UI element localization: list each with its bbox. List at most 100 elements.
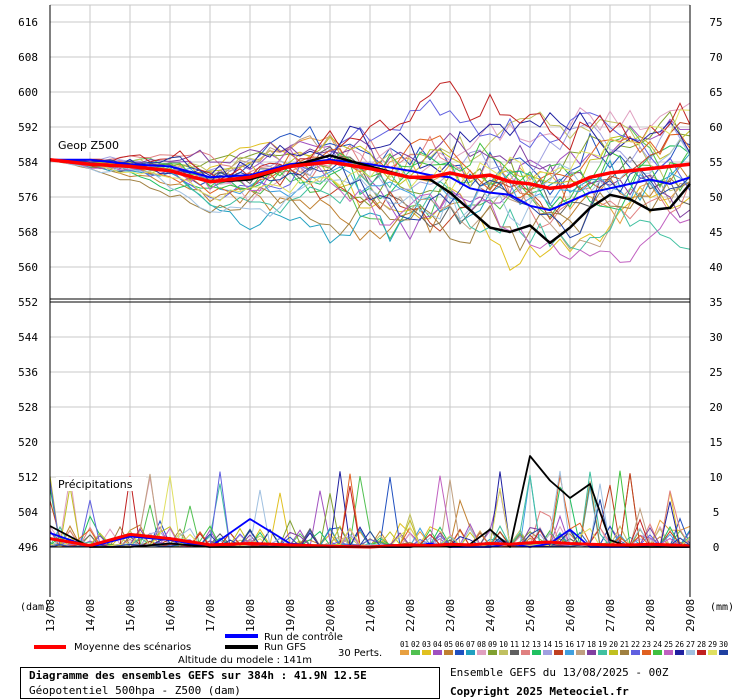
pert-legend-swatch bbox=[686, 650, 695, 655]
x-tick-label: 17/08 bbox=[204, 599, 217, 632]
x-tick-label: 24/08 bbox=[484, 599, 497, 632]
ensemble-info: Ensemble GEFS du 13/08/2025 - 00Z bbox=[450, 666, 669, 679]
pert-legend-id: 25 bbox=[664, 640, 673, 649]
x-tick-label: 23/08 bbox=[444, 599, 457, 632]
pert-legend-id: 26 bbox=[675, 640, 685, 649]
x-tick-label: 25/08 bbox=[524, 599, 537, 632]
x-axis-ticks: 13/08 14/08 15/08 16/08 17/08 18/08 19/08 20/08… bbox=[44, 599, 697, 632]
pert-legend-swatch bbox=[576, 650, 585, 655]
chart-title: Diagramme des ensembles GEFS sur 384h : … bbox=[29, 669, 367, 682]
altitude-label: Altitude du modele : 141m bbox=[178, 655, 312, 666]
series-z500-line bbox=[49, 158, 691, 191]
series-precip-line bbox=[49, 532, 691, 549]
perturbation-z500-line bbox=[49, 137, 691, 227]
right-tick-label: 40 bbox=[709, 261, 722, 274]
right-tick-label: 70 bbox=[709, 51, 722, 64]
left-tick-label: 576 bbox=[18, 191, 38, 204]
geop-label-bg bbox=[56, 138, 118, 152]
left-tick-label: 560 bbox=[18, 261, 38, 274]
left-tick-label: 528 bbox=[18, 401, 38, 414]
pert-legend-id: 27 bbox=[686, 640, 695, 649]
left-tick-label: 568 bbox=[18, 226, 38, 239]
pert-legend-swatch bbox=[598, 650, 607, 655]
right-tick-label: 60 bbox=[709, 121, 722, 134]
pert-legend-id: 10 bbox=[499, 640, 509, 649]
perturbation-z500-line bbox=[49, 145, 691, 211]
pert-legend-id: 06 bbox=[455, 640, 465, 649]
right-tick-label: 55 bbox=[709, 156, 722, 169]
pert-legend-swatch bbox=[697, 650, 706, 655]
left-tick-label: 608 bbox=[18, 51, 38, 64]
pert-legend-id: 22 bbox=[631, 640, 640, 649]
left-tick-label: 536 bbox=[18, 366, 38, 379]
pert-legend-swatch bbox=[422, 650, 431, 655]
perturbation-z500-line bbox=[49, 159, 691, 241]
legend-gfs-label: Run GFS bbox=[264, 642, 306, 653]
pert-legend-swatch bbox=[499, 650, 508, 655]
pert-legend-swatch bbox=[521, 650, 530, 655]
pert-legend-id: 21 bbox=[620, 640, 629, 649]
x-tick-label: 22/08 bbox=[404, 599, 417, 632]
right-tick-label: 75 bbox=[709, 16, 722, 29]
x-tick-label: 27/08 bbox=[604, 599, 617, 632]
pert-legend-id: 02 bbox=[411, 640, 420, 649]
pert-legend-id: 03 bbox=[422, 640, 431, 649]
chart-subtitle: Géopotentiel 500hpa - Z500 (dam) bbox=[29, 684, 241, 697]
pert-legend-swatch bbox=[653, 650, 662, 655]
left-tick-label: 600 bbox=[18, 86, 38, 99]
pert-legend-id: 14 bbox=[543, 640, 553, 649]
pert-legend-swatch bbox=[455, 650, 464, 655]
pert-legend-id: 15 bbox=[554, 640, 563, 649]
left-axis-ticks: 616 608 600 592 584 576 568 560 552 544 536 528 520 5… bbox=[18, 16, 38, 554]
left-tick-label: 544 bbox=[18, 331, 38, 344]
pert-legend-id: 01 bbox=[400, 640, 409, 649]
pert-legend-id: 04 bbox=[433, 640, 443, 649]
perturbation-z500-line bbox=[49, 81, 691, 180]
right-tick-label: 10 bbox=[709, 471, 722, 484]
x-tick-label: 21/08 bbox=[364, 599, 377, 632]
precip-label: Précipitations bbox=[58, 478, 133, 491]
x-tick-label: 16/08 bbox=[164, 599, 177, 632]
pert-legend-swatch bbox=[466, 650, 475, 655]
right-unit: (mm) bbox=[710, 602, 734, 613]
copyright: Copyright 2025 Meteociel.fr bbox=[450, 685, 629, 698]
pert-legend-swatch bbox=[664, 650, 673, 655]
legend-control-label: Run de contrôle bbox=[264, 631, 343, 643]
pert-legend-id: 12 bbox=[521, 640, 530, 649]
right-tick-label: 30 bbox=[709, 331, 722, 344]
right-tick-label: 25 bbox=[709, 366, 722, 379]
perturbation-z500-line bbox=[49, 111, 691, 180]
right-tick-label: 15 bbox=[709, 436, 722, 449]
right-tick-label: 20 bbox=[709, 401, 722, 414]
pert-legend-id: 17 bbox=[576, 640, 585, 649]
right-tick-label: 65 bbox=[709, 86, 722, 99]
pert-legend-id: 07 bbox=[466, 640, 475, 649]
left-tick-label: 512 bbox=[18, 471, 38, 484]
geop-label: Geop Z500 bbox=[58, 139, 119, 152]
legend-mean-label: Moyenne des scénarios bbox=[74, 641, 191, 653]
x-tick-label: 29/08 bbox=[684, 599, 697, 632]
pert-legend-swatch bbox=[675, 650, 684, 655]
perturbation-z500-line bbox=[49, 109, 691, 202]
perturbation-z500-line bbox=[49, 156, 691, 239]
pert-legend-swatch bbox=[510, 650, 519, 655]
x-tick-label: 14/08 bbox=[84, 599, 97, 632]
pert-legend-swatch bbox=[543, 650, 552, 655]
pert-legend-swatch bbox=[444, 650, 453, 655]
pert-legend-id: 24 bbox=[653, 640, 663, 649]
pert-legend-id: 19 bbox=[598, 640, 607, 649]
pert-legend-id: 05 bbox=[444, 640, 453, 649]
right-tick-label: 50 bbox=[709, 191, 722, 204]
right-tick-label: 45 bbox=[709, 226, 722, 239]
right-tick-label: 5 bbox=[713, 506, 720, 519]
precip-label-bg bbox=[56, 477, 146, 491]
pert-legend-swatch bbox=[719, 650, 728, 655]
pert-legend-swatch bbox=[565, 650, 574, 655]
left-tick-label: 616 bbox=[18, 16, 38, 29]
pert-legend-swatch bbox=[400, 650, 409, 655]
pert-legend-swatch bbox=[642, 650, 651, 655]
pert-legend-swatch bbox=[433, 650, 442, 655]
left-tick-label: 504 bbox=[18, 506, 38, 519]
